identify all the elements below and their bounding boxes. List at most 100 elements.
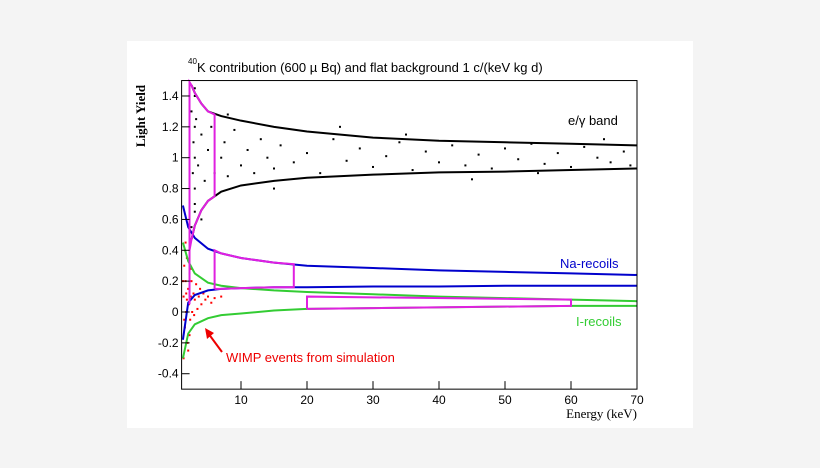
point: [192, 141, 195, 144]
point: [193, 94, 196, 97]
point: [273, 187, 275, 190]
point: [191, 311, 194, 313]
point: [200, 218, 203, 221]
point: [398, 141, 401, 144]
x-axis-label: Energy (keV): [566, 406, 637, 421]
annotation: I-recoils: [576, 314, 622, 329]
point: [279, 144, 282, 147]
title-superscript: 40: [188, 57, 197, 66]
x-tick-label: 20: [300, 393, 314, 407]
point: [193, 156, 196, 159]
point: [226, 113, 229, 116]
point: [200, 303, 203, 306]
point: [197, 295, 200, 298]
point: [190, 226, 193, 229]
point: [537, 172, 539, 175]
point: [438, 161, 440, 164]
plot-frame: [181, 80, 638, 390]
x-tick-label: 30: [366, 393, 380, 407]
point: [226, 175, 229, 178]
point: [189, 267, 192, 270]
point: [187, 287, 190, 290]
arrow-shaft: [207, 332, 223, 353]
y-tick-label: 0.8: [162, 182, 179, 196]
y-tick-label: -0.4: [158, 367, 179, 381]
point: [233, 128, 236, 131]
point: [223, 141, 226, 144]
point: [199, 287, 202, 290]
x-tick-label: 50: [498, 393, 512, 407]
point: [490, 167, 493, 170]
curve: [188, 78, 216, 305]
x-tick-label: 70: [630, 393, 644, 407]
point: [622, 150, 625, 153]
point: [193, 314, 196, 317]
point: [405, 133, 407, 136]
point: [210, 301, 213, 304]
point: [319, 172, 322, 175]
point: [246, 148, 249, 151]
point: [583, 145, 586, 148]
y-tick-label: 0: [172, 305, 179, 319]
point: [185, 292, 188, 295]
point: [200, 133, 203, 136]
point: [193, 87, 196, 90]
point: [192, 292, 195, 295]
point: [183, 318, 186, 321]
point: [196, 307, 199, 310]
point: [190, 110, 193, 113]
point: [603, 138, 605, 141]
point: [213, 297, 216, 300]
point: [358, 147, 361, 150]
point: [185, 298, 188, 301]
point: [609, 161, 612, 164]
point: [556, 152, 559, 155]
point: [188, 334, 191, 337]
y-tick-label: 0.2: [162, 274, 179, 288]
point: [193, 202, 196, 205]
point: [517, 158, 520, 161]
point: [182, 295, 185, 298]
point: [464, 164, 467, 167]
point: [193, 125, 196, 128]
point: [570, 165, 572, 168]
point: [471, 178, 473, 181]
point: [629, 164, 632, 167]
point: [193, 298, 196, 301]
y-tick-label: 1.2: [162, 120, 179, 134]
point: [207, 295, 209, 298]
curve: [213, 248, 295, 290]
y-tick-label: 1: [172, 151, 179, 165]
y-tick-label: -0.2: [158, 336, 179, 350]
point: [424, 150, 427, 153]
x-tick-label: 10: [234, 393, 248, 407]
point: [273, 167, 275, 170]
point: [184, 241, 187, 244]
point: [339, 125, 341, 128]
point: [190, 280, 193, 283]
point: [220, 156, 223, 159]
point: [197, 164, 200, 167]
arrow-head: [205, 328, 214, 339]
point: [195, 283, 198, 286]
point: [189, 295, 192, 298]
curve: [306, 295, 572, 310]
x-tick-label: 40: [432, 393, 446, 407]
point: [253, 172, 256, 175]
chart-title: K contribution (600 µ Bq) and flat backg…: [197, 60, 543, 75]
point: [193, 187, 196, 190]
point: [411, 169, 414, 172]
point: [306, 152, 308, 155]
point: [292, 161, 295, 164]
point: [332, 138, 335, 141]
x-tick-label: 60: [564, 393, 578, 407]
panel: [127, 41, 693, 428]
point: [202, 292, 205, 295]
point: [266, 156, 269, 159]
point: [259, 138, 262, 141]
point: [195, 118, 198, 121]
annotation: e/γ band: [568, 113, 618, 128]
point: [372, 165, 374, 168]
y-axis-label: Light Yield: [133, 84, 148, 147]
